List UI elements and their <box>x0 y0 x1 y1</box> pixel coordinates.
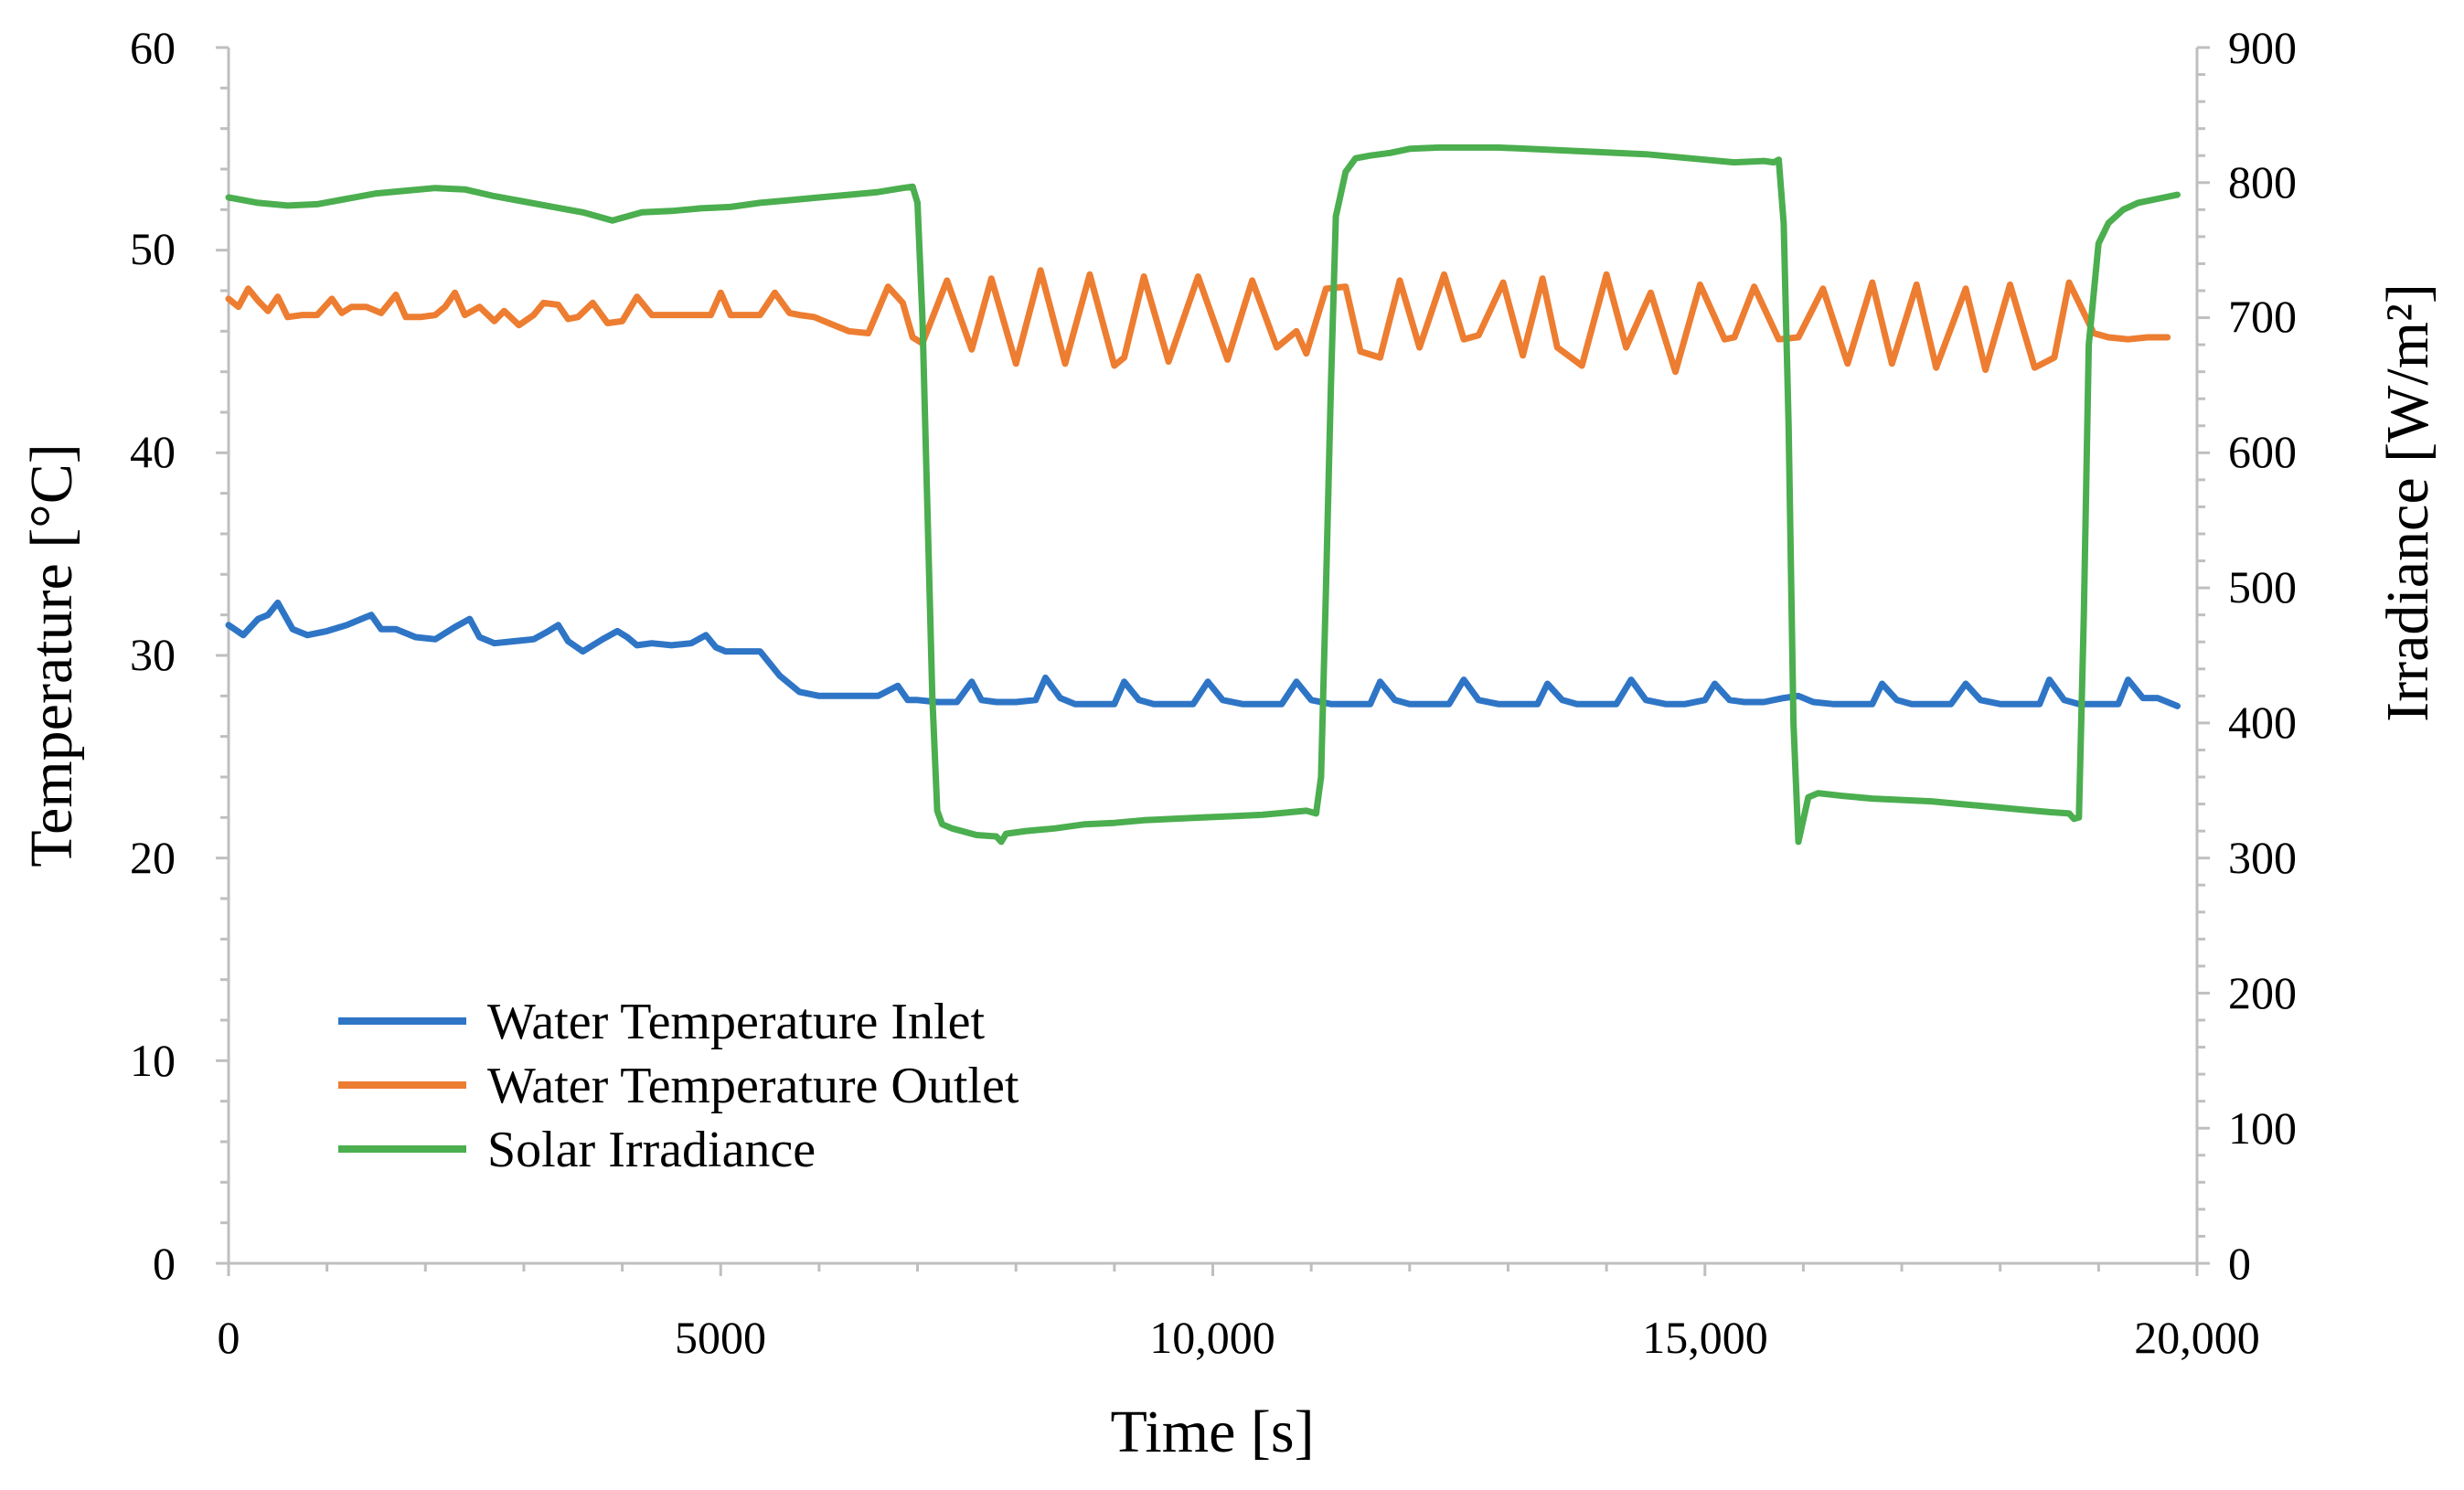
xtick-label: 0 <box>218 1312 240 1363</box>
y-axis-right-ticks: 0 100 200 300 400 500 600 700 800 900 <box>2228 22 2297 1289</box>
y2tick-label: 100 <box>2228 1102 2297 1154</box>
y2tick-label: 200 <box>2228 967 2297 1018</box>
legend-label-outlet: Water Temperature Outlet <box>487 1058 1019 1114</box>
xtick-label: 10,000 <box>1149 1312 1275 1363</box>
tick-marks <box>216 46 2210 1276</box>
y2tick-label: 700 <box>2228 291 2297 342</box>
series-line-outlet <box>225 267 2171 376</box>
y2tick-label: 300 <box>2228 832 2297 883</box>
y-axis-title-left: Temperature [°C] <box>18 443 85 867</box>
ytick-label: 10 <box>130 1035 176 1086</box>
xtick-label: 5000 <box>675 1312 766 1363</box>
y2tick-label: 0 <box>2228 1238 2251 1289</box>
legend-label-inlet: Water Temperature Inlet <box>487 994 985 1050</box>
ytick-label: 0 <box>153 1238 176 1289</box>
y2tick-label: 400 <box>2228 697 2297 748</box>
ytick-label: 20 <box>130 832 176 883</box>
ytick-label: 60 <box>130 22 176 73</box>
ytick-label: 40 <box>130 426 176 477</box>
series-line-irradiance <box>225 144 2181 846</box>
xtick-label: 20,000 <box>2134 1312 2260 1363</box>
y-axis-left-ticks: 0 10 20 30 40 50 60 <box>130 22 176 1289</box>
x-axis-ticks: 0 5000 10,000 15,000 20,000 <box>218 1312 2260 1363</box>
ytick-label: 50 <box>130 223 176 274</box>
y2tick-label: 600 <box>2228 426 2297 477</box>
legend: Water Temperature Inlet Water Temperatur… <box>338 994 1019 1178</box>
y-axis-title-right: Irradiance [W/m²] <box>2374 283 2441 722</box>
x-axis-title: Time [s] <box>1110 1399 1314 1465</box>
ytick-label: 30 <box>130 629 176 680</box>
y2tick-label: 800 <box>2228 156 2297 208</box>
legend-label-irradiance: Solar Irradiance <box>487 1122 816 1178</box>
y2tick-label: 500 <box>2228 561 2297 612</box>
y2tick-label: 900 <box>2228 22 2297 73</box>
series-line-inlet <box>225 599 2181 709</box>
xtick-label: 15,000 <box>1642 1312 1768 1363</box>
